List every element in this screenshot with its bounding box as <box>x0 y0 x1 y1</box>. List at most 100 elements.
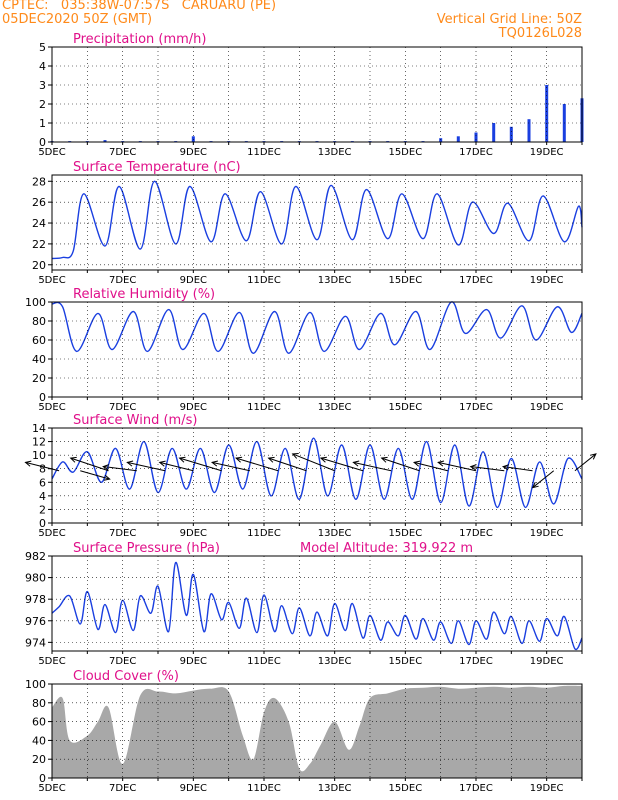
x-tick-label: 13DEC <box>318 402 352 413</box>
wind-arrow-head <box>380 456 388 463</box>
x-tick-label: 9DEC <box>180 656 207 667</box>
model-altitude-label: Model Altitude: 319.922 m <box>300 541 473 556</box>
y-tick-label: 14 <box>32 422 46 435</box>
precip-bar <box>103 140 107 142</box>
precip-bar <box>492 123 496 142</box>
x-tick-label: 15DEC <box>388 402 422 413</box>
wind-arrow-head <box>69 456 77 463</box>
y-tick-label: 28 <box>32 175 46 188</box>
x-tick-label: 11DEC <box>247 402 281 413</box>
wind-title: Surface Wind (m/s) <box>73 413 197 428</box>
y-tick-label: 4 <box>39 490 46 503</box>
rh-line <box>51 301 583 355</box>
wind-arrow <box>80 470 110 480</box>
y-tick-label: 10 <box>32 449 46 462</box>
cloud-area <box>52 685 582 778</box>
x-tick-label: 9DEC <box>180 528 207 539</box>
y-tick-label: 980 <box>25 572 46 585</box>
x-tick-label: 17DEC <box>459 402 493 413</box>
y-tick-label: 40 <box>32 353 46 366</box>
x-tick-label: 19DEC <box>530 147 564 158</box>
header-left-line1: CPTEC: 035:38W-07:57S CARUARU (PE) <box>2 0 277 13</box>
y-tick-label: 3 <box>39 79 46 92</box>
cloud-title: Cloud Cover (%) <box>73 669 179 684</box>
y-tick-label: 974 <box>25 636 46 649</box>
x-tick-label: 9DEC <box>180 783 207 794</box>
precip-bar <box>474 132 478 142</box>
wind-arrow-head <box>103 474 111 481</box>
y-tick-label: 1 <box>39 117 46 130</box>
x-tick-label: 5DEC <box>38 275 65 286</box>
wind-arrow-head <box>24 460 32 467</box>
x-tick-label: 13DEC <box>318 656 352 667</box>
x-tick-label: 15DEC <box>388 528 422 539</box>
y-tick-label: 60 <box>32 334 46 347</box>
precip-bar <box>456 136 460 142</box>
x-tick-label: 7DEC <box>109 147 136 158</box>
wind-arrow <box>127 461 166 472</box>
x-tick-label: 19DEC <box>530 275 564 286</box>
wind-arrow <box>211 461 250 472</box>
x-tick-label: 11DEC <box>247 528 281 539</box>
x-tick-label: 17DEC <box>459 783 493 794</box>
y-tick-label: 0 <box>39 772 46 785</box>
x-tick-label: 17DEC <box>459 275 493 286</box>
y-tick-label: 976 <box>25 615 46 628</box>
y-tick-label: 26 <box>32 196 46 209</box>
wind-arrow-head <box>412 460 421 467</box>
y-tick-label: 80 <box>32 315 46 328</box>
x-tick-label: 15DEC <box>388 783 422 794</box>
y-tick-label: 8 <box>39 463 46 476</box>
x-tick-label: 7DEC <box>109 275 136 286</box>
wind-arrow-head <box>102 464 110 471</box>
temp-line <box>51 180 583 260</box>
y-tick-label: 22 <box>32 238 46 251</box>
x-tick-label: 15DEC <box>388 275 422 286</box>
y-tick-label: 12 <box>32 436 46 449</box>
y-tick-label: 4 <box>39 60 46 73</box>
x-tick-label: 19DEC <box>530 402 564 413</box>
x-tick-label: 13DEC <box>318 528 352 539</box>
x-tick-label: 19DEC <box>530 656 564 667</box>
x-tick-label: 9DEC <box>180 147 207 158</box>
temp-frame <box>51 174 583 271</box>
precip-frame <box>51 46 583 143</box>
x-tick-label: 11DEC <box>247 656 281 667</box>
wind-arrow <box>503 466 533 472</box>
x-tick-label: 7DEC <box>109 656 136 667</box>
wind-arrow <box>70 457 109 472</box>
header-right-line2: TQ0126L028 <box>498 26 582 41</box>
y-tick-label: 6 <box>39 476 46 489</box>
wind-arrow-head <box>178 456 186 463</box>
pres-line <box>51 561 583 651</box>
x-tick-label: 15DEC <box>388 656 422 667</box>
wind-frame <box>51 427 583 524</box>
wind-arrow <box>414 461 448 472</box>
rh-title: Relative Humidity (%) <box>73 287 215 302</box>
wind-arrow-head <box>291 453 299 459</box>
wind-arrow-head <box>158 460 166 467</box>
wind-arrow-head <box>531 481 539 489</box>
x-tick-label: 5DEC <box>38 402 65 413</box>
y-tick-label: 24 <box>32 217 46 230</box>
x-tick-label: 15DEC <box>388 147 422 158</box>
wind-arrow <box>235 457 279 472</box>
x-tick-label: 13DEC <box>318 275 352 286</box>
x-tick-label: 9DEC <box>180 275 207 286</box>
y-tick-label: 60 <box>32 716 46 729</box>
wind-arrow <box>103 466 137 472</box>
wind-arrow-head <box>126 460 134 467</box>
wind-arrow-head <box>267 456 275 463</box>
wind-arrow <box>532 470 555 488</box>
y-tick-label: 20 <box>32 753 46 766</box>
wind-arrow <box>159 461 194 472</box>
wind-arrow-head <box>319 456 327 463</box>
wind-arrow-head <box>589 453 597 460</box>
header-left-line2: 05DEC2020 50Z (GMT) <box>2 12 153 27</box>
wind-arrow <box>179 457 222 472</box>
header-right-line1: Vertical Grid Line: 50Z <box>436 12 582 27</box>
y-tick-label: 2 <box>39 503 46 516</box>
y-tick-label: 0 <box>39 136 46 149</box>
x-tick-label: 19DEC <box>530 528 564 539</box>
wind-arrow-head <box>210 460 219 467</box>
